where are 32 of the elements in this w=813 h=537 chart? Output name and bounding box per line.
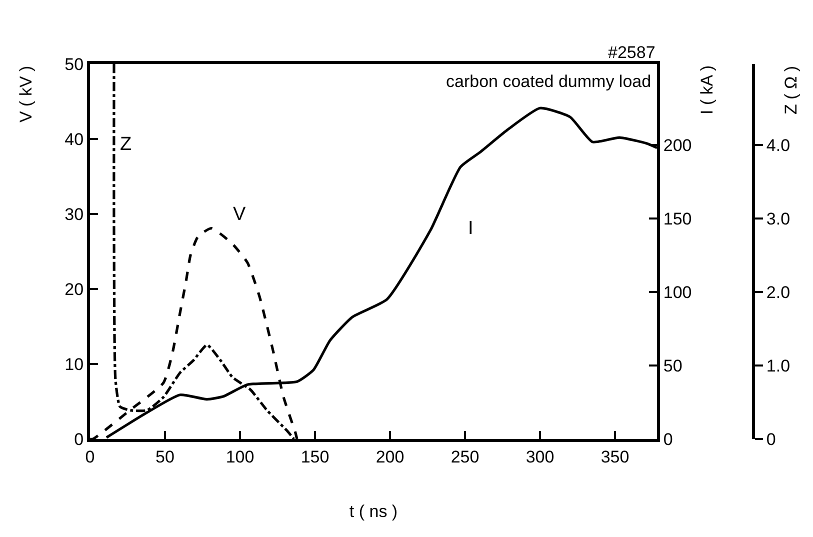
y-axis-title: V ( kV ) [16, 66, 36, 122]
x-tick-label: 100 [226, 447, 254, 466]
x-axis-title: t ( ns ) [349, 502, 398, 521]
y2-tick-label: 200 [663, 136, 692, 155]
annotation: carbon coated dummy load [446, 72, 652, 91]
y2-axis-title: I ( kA ) [698, 65, 716, 114]
x-tick-label: 150 [300, 447, 330, 466]
y3-tick-label: 1.0 [766, 356, 790, 376]
text: #2587 [608, 43, 656, 62]
y3-tick-label: 0 [766, 430, 776, 449]
y-tick-label: 40 [64, 130, 84, 149]
x-tick-label: 250 [450, 447, 480, 466]
series-label: I [468, 218, 474, 239]
y-tick-label: 50 [64, 54, 84, 74]
y-tick-label: 0 [74, 430, 84, 449]
y-tick-label: 10 [64, 354, 84, 374]
x-tick-label: 300 [526, 447, 554, 466]
y2-tick-label: 0 [663, 430, 673, 449]
y3-tick-label: 3.0 [766, 209, 790, 228]
x-tick-label: 200 [376, 447, 404, 466]
y-tick-label: 30 [64, 204, 84, 224]
x-tick-label: 350 [600, 447, 630, 466]
y3-tick-label: 4.0 [766, 136, 790, 155]
y3-axis-title: Z ( Ω ) [782, 66, 800, 114]
y-tick-label: 20 [64, 280, 84, 299]
y2-tick-label: 50 [663, 356, 682, 376]
y2-tick-label: 100 [663, 282, 692, 302]
series-label: V [233, 204, 246, 225]
x-tick-label: 50 [156, 447, 174, 466]
series-label: Z [120, 134, 132, 155]
y3-tick-label: 2.0 [766, 282, 790, 302]
y2-tick-label: 150 [663, 209, 692, 228]
